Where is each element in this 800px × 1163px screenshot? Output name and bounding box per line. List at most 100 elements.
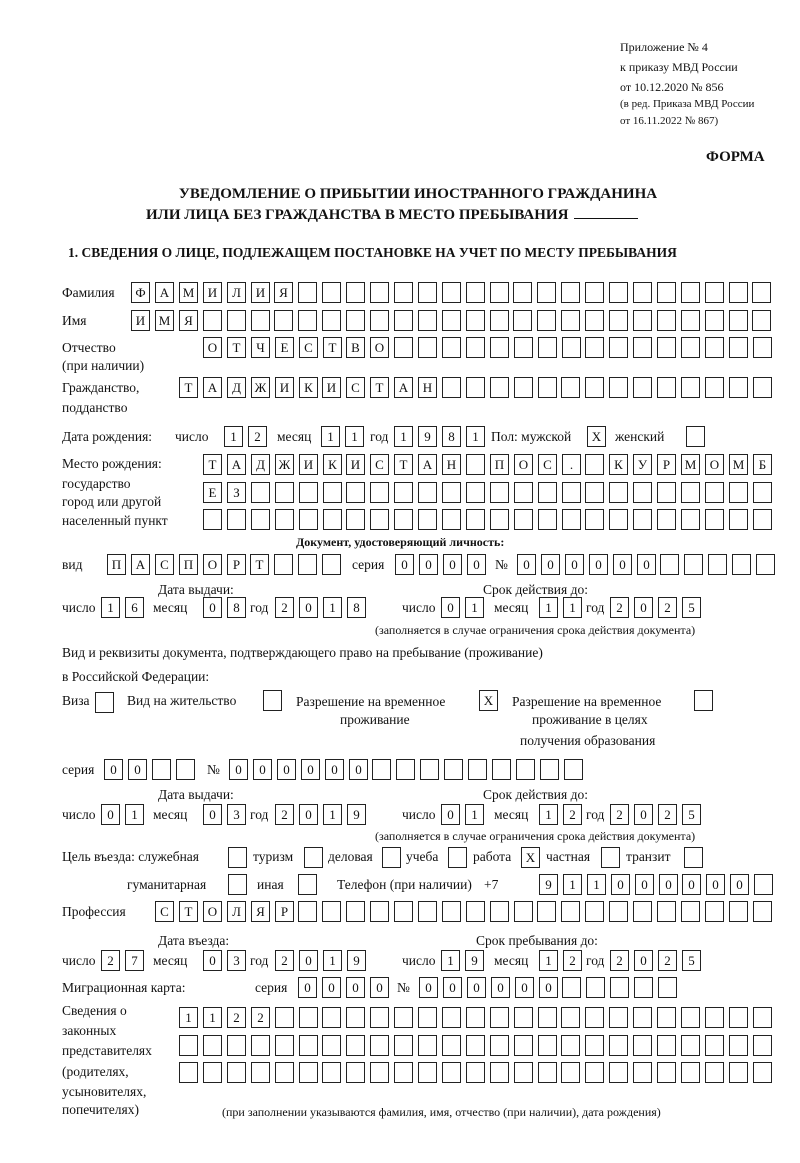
char-cell[interactable]: М [729,454,748,475]
char-cell[interactable] [275,482,294,503]
char-cell[interactable] [633,482,652,503]
char-cell[interactable] [681,901,700,922]
char-cell[interactable] [418,310,437,331]
char-cell[interactable] [299,1007,318,1028]
char-cell[interactable]: 2 [101,950,120,971]
char-cell[interactable]: 2 [275,804,294,825]
char-cell[interactable]: В [346,337,365,358]
char-cell[interactable]: 1 [203,1007,222,1028]
char-cell[interactable]: С [299,337,318,358]
char-cell[interactable] [610,977,629,998]
char-cell[interactable] [633,1062,652,1083]
char-cell[interactable] [729,337,748,358]
char-cell[interactable]: О [203,554,222,575]
char-cell[interactable] [227,310,246,331]
char-cell[interactable]: 0 [682,874,701,895]
char-cell[interactable] [370,1062,389,1083]
char-cell[interactable] [562,977,581,998]
char-cell[interactable] [322,901,341,922]
char-cell[interactable]: 0 [395,554,414,575]
char-cell[interactable]: 5 [682,950,701,971]
char-cell[interactable] [420,759,439,780]
char-cell[interactable]: 1 [323,950,342,971]
char-cell[interactable] [562,337,581,358]
char-cell[interactable]: И [251,282,270,303]
char-cell[interactable] [705,310,724,331]
char-cell[interactable]: И [203,282,222,303]
char-cell[interactable] [444,759,463,780]
char-cell[interactable] [418,901,437,922]
char-cell[interactable] [275,1062,294,1083]
char-cell[interactable] [657,1007,676,1028]
char-cell[interactable] [729,1007,748,1028]
char-cell[interactable] [538,482,557,503]
char-cell[interactable]: 0 [203,597,222,618]
char-cell[interactable] [514,337,533,358]
char-cell[interactable] [756,554,775,575]
char-cell[interactable]: О [370,337,389,358]
char-cell[interactable]: 2 [610,597,629,618]
char-cell[interactable]: К [299,377,318,398]
char-cell[interactable] [442,1062,461,1083]
char-cell[interactable]: О [203,337,222,358]
char-cell[interactable] [633,310,652,331]
char-cell[interactable] [681,482,700,503]
char-cell[interactable] [657,310,676,331]
char-cell[interactable] [251,310,270,331]
char-cell[interactable] [346,1007,365,1028]
char-cell[interactable] [561,377,580,398]
char-cell[interactable] [490,509,509,530]
char-cell[interactable] [657,509,676,530]
char-cell[interactable]: З [227,482,246,503]
char-cell[interactable]: 0 [613,554,632,575]
checkbox[interactable]: X [521,847,540,868]
char-cell[interactable] [490,1035,509,1056]
char-cell[interactable]: И [131,310,150,331]
char-cell[interactable] [179,1035,198,1056]
char-cell[interactable]: 2 [610,950,629,971]
char-cell[interactable] [633,337,652,358]
char-cell[interactable] [753,337,772,358]
char-cell[interactable] [633,377,652,398]
char-cell[interactable] [370,282,389,303]
checkbox[interactable] [228,874,247,895]
char-cell[interactable]: Т [394,454,413,475]
char-cell[interactable] [609,901,628,922]
char-cell[interactable] [203,310,222,331]
char-cell[interactable]: П [179,554,198,575]
char-cell[interactable] [513,310,532,331]
char-cell[interactable] [681,1035,700,1056]
char-cell[interactable]: 1 [539,597,558,618]
char-cell[interactable] [538,1062,557,1083]
checkbox[interactable] [694,690,713,711]
char-cell[interactable]: О [514,454,533,475]
char-cell[interactable] [514,1007,533,1028]
char-cell[interactable] [251,509,270,530]
char-cell[interactable] [705,901,724,922]
char-cell[interactable] [418,482,437,503]
char-cell[interactable] [538,509,557,530]
char-cell[interactable]: 0 [253,759,272,780]
char-cell[interactable] [537,282,556,303]
checkbox[interactable] [601,847,620,868]
char-cell[interactable] [681,337,700,358]
char-cell[interactable]: 2 [227,1007,246,1028]
char-cell[interactable] [346,1062,365,1083]
char-cell[interactable]: Н [418,377,437,398]
char-cell[interactable] [514,901,533,922]
checkbox[interactable] [382,847,401,868]
char-cell[interactable] [370,901,389,922]
char-cell[interactable] [418,282,437,303]
char-cell[interactable]: 9 [347,804,366,825]
char-cell[interactable]: Я [179,310,198,331]
char-cell[interactable] [466,310,485,331]
char-cell[interactable] [275,1007,294,1028]
char-cell[interactable]: 0 [467,977,486,998]
char-cell[interactable]: А [203,377,222,398]
char-cell[interactable] [562,509,581,530]
char-cell[interactable] [346,282,365,303]
char-cell[interactable]: 0 [277,759,296,780]
char-cell[interactable]: Л [227,282,246,303]
char-cell[interactable] [466,482,485,503]
checkbox[interactable]: X [479,690,498,711]
